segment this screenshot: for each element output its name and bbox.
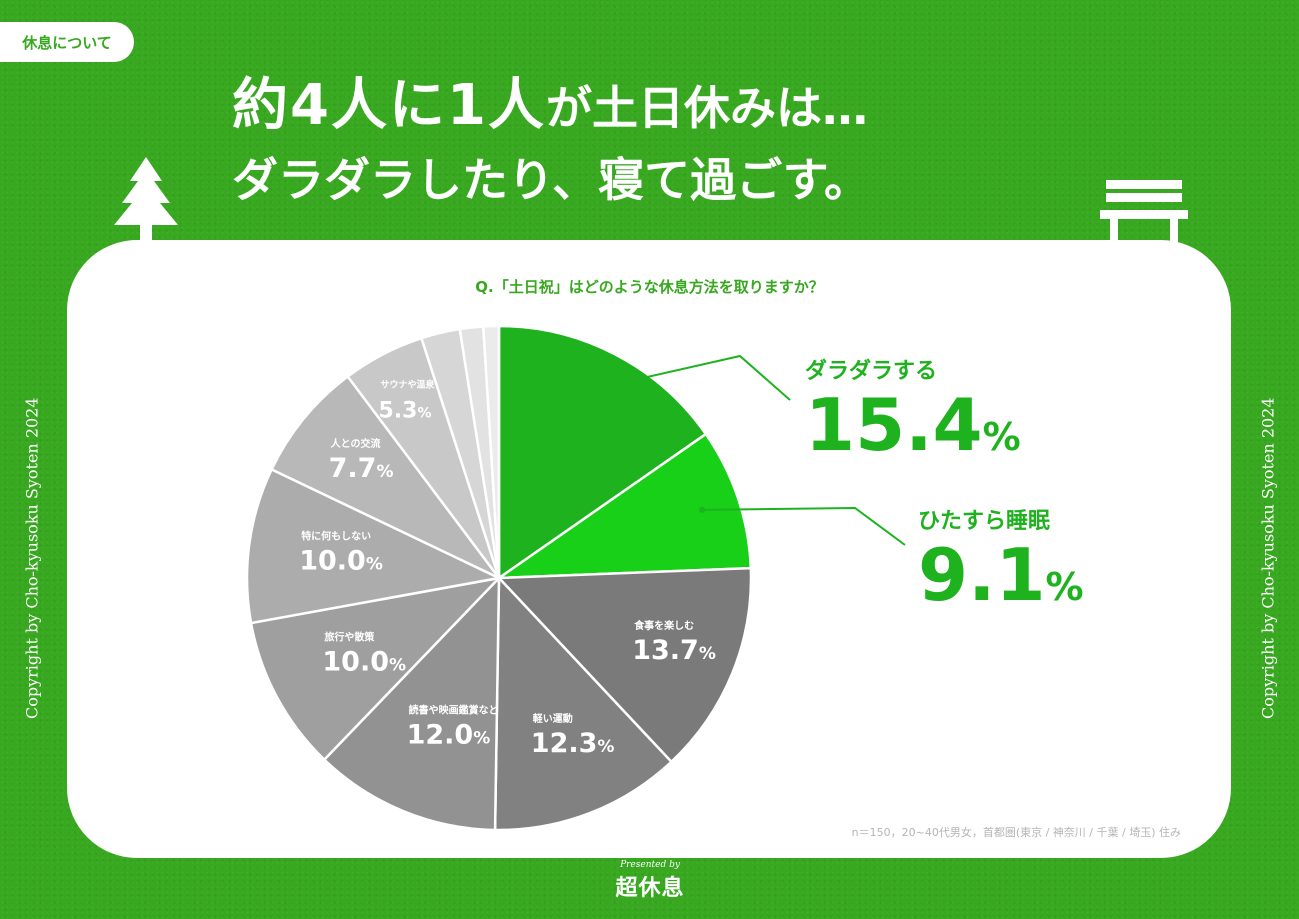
slice-label: ひたすら睡眠 xyxy=(918,509,1050,534)
pie-slice xyxy=(245,467,504,625)
presented-by-label: Presented by xyxy=(620,860,680,870)
headline-emphasis: 約4人に1人 xyxy=(232,73,546,138)
bench-icon xyxy=(1100,180,1188,244)
pie-slice xyxy=(494,432,753,580)
pie-slice xyxy=(497,324,708,581)
callout-dot xyxy=(595,385,602,392)
slice-unit: % xyxy=(1046,565,1084,609)
slice-value: 15.4% xyxy=(805,383,1021,467)
headline-line-1: 約4人に1人 が土日休みは… xyxy=(232,60,870,140)
headline: 約4人に1人 が土日休みは… ダラダラしたり、寝て過ごす。 xyxy=(232,60,870,210)
slice-value: 9.1% xyxy=(918,533,1084,617)
chart-question: Q.「土日祝」はどのような休息方法を取りますか？ xyxy=(475,278,824,296)
callout-line xyxy=(702,506,906,546)
pie-slice xyxy=(481,324,501,579)
pie-slice xyxy=(322,574,501,832)
slice-label: 軽い運動 xyxy=(533,712,573,725)
slice-unit: % xyxy=(366,554,383,574)
slice-unit: % xyxy=(699,644,716,664)
pie-slice xyxy=(269,374,500,580)
headline-line-2: ダラダラしたり、寝て過ごす。 xyxy=(232,153,871,207)
callout-dot xyxy=(699,506,706,513)
slice-unit: % xyxy=(376,462,393,482)
slice-unit: % xyxy=(389,656,406,676)
brand-logo: 超休息 xyxy=(615,876,685,901)
slice-label: 読書や映画鑑賞など xyxy=(409,704,499,717)
slice-label: 旅行や散策 xyxy=(324,631,375,644)
tree-icon xyxy=(114,157,178,243)
category-tag: 休息について xyxy=(0,22,134,62)
callout-line xyxy=(597,354,791,401)
pie-slice xyxy=(249,576,503,762)
slice-unit: % xyxy=(473,729,490,749)
presented-by: Presented by 超休息 xyxy=(600,860,700,902)
category-tag-label: 休息について xyxy=(22,33,112,52)
pie-slice xyxy=(493,574,674,832)
headline-rest: が土日休みは… xyxy=(545,81,868,135)
slice-label: ダラダラする xyxy=(805,358,937,384)
slice-label: サウナや温泉 xyxy=(381,379,436,391)
sample-footnote: n＝150，20~40代男女，首都圏(東京 / 神奈川 / 千葉 / 埼玉) 住… xyxy=(851,826,1181,839)
slice-label: 人との交流 xyxy=(331,437,381,450)
slice-unit: % xyxy=(417,406,431,422)
slice-label: 食事を楽しむ xyxy=(633,619,694,632)
slice-unit: % xyxy=(597,737,614,757)
slice-unit: % xyxy=(983,415,1021,459)
pie-slice xyxy=(496,566,753,764)
slice-label: 特に何もしない xyxy=(301,529,371,542)
